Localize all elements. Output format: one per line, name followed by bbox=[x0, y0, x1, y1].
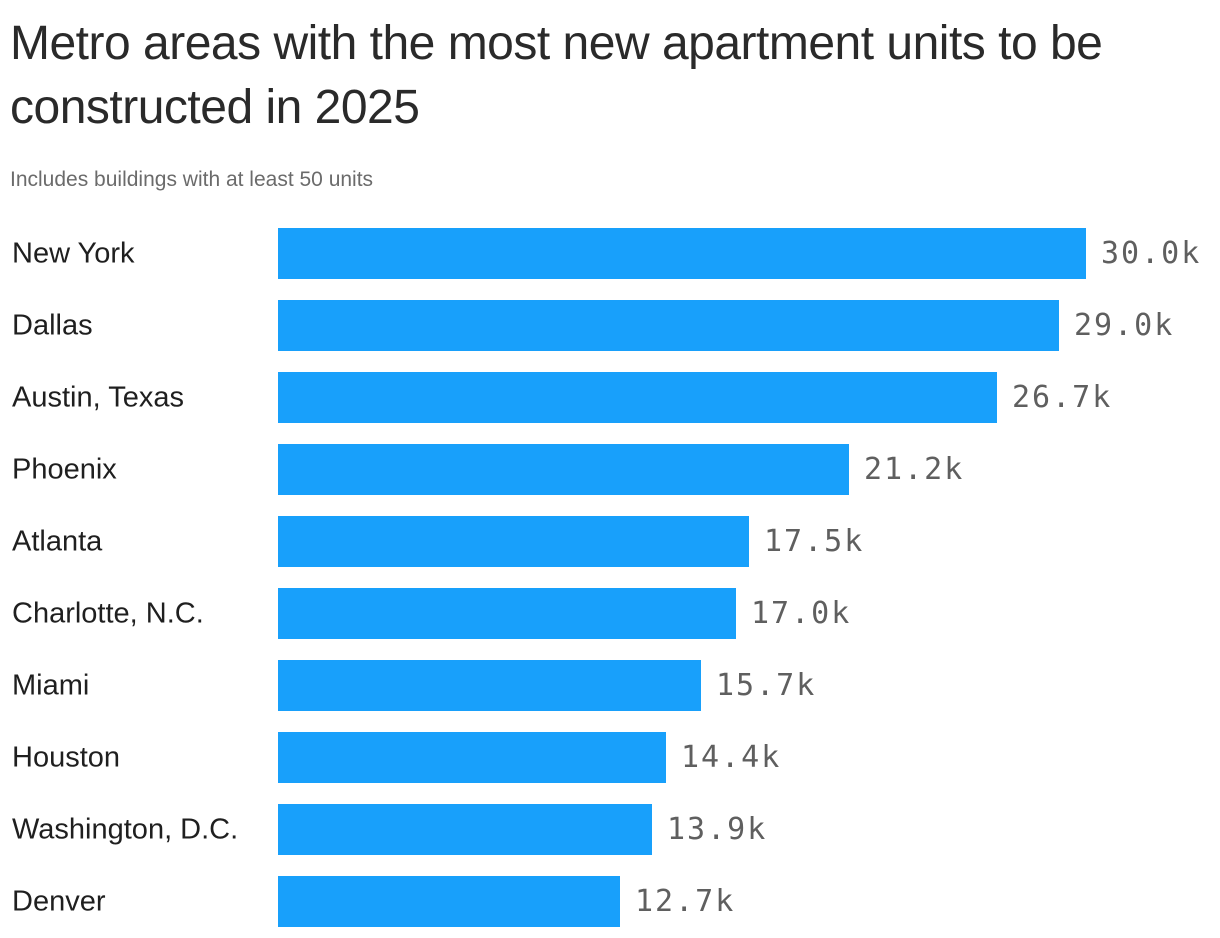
category-label: Houston bbox=[12, 742, 120, 774]
bar bbox=[278, 660, 701, 711]
bar bbox=[278, 300, 1059, 351]
value-label: 12.7k bbox=[635, 884, 735, 919]
bar bbox=[278, 804, 652, 855]
category-label: Austin, Texas bbox=[12, 382, 184, 414]
bar bbox=[278, 876, 620, 927]
category-label: Charlotte, N.C. bbox=[12, 598, 204, 630]
bar bbox=[278, 732, 666, 783]
value-label: 21.2k bbox=[864, 452, 964, 487]
category-label: New York bbox=[12, 238, 135, 270]
category-label: Denver bbox=[12, 886, 106, 918]
category-label: Washington, D.C. bbox=[12, 814, 238, 846]
value-label: 30.0k bbox=[1101, 236, 1201, 271]
bar bbox=[278, 372, 997, 423]
bar bbox=[278, 516, 749, 567]
value-label: 29.0k bbox=[1074, 308, 1174, 343]
category-label: Atlanta bbox=[12, 526, 103, 558]
category-label: Dallas bbox=[12, 310, 93, 342]
category-label: Phoenix bbox=[12, 454, 117, 486]
value-label: 13.9k bbox=[667, 812, 767, 847]
value-label: 17.0k bbox=[751, 596, 851, 631]
bar bbox=[278, 444, 849, 495]
value-label: 17.5k bbox=[764, 524, 864, 559]
bar bbox=[278, 588, 736, 639]
category-label: Miami bbox=[12, 670, 89, 702]
value-label: 26.7k bbox=[1012, 380, 1112, 415]
bar bbox=[278, 228, 1086, 279]
chart-subtitle: Includes buildings with at least 50 unit… bbox=[10, 168, 374, 191]
chart-title: Metro areas with the most new apartment … bbox=[10, 17, 1103, 134]
value-label: 15.7k bbox=[716, 668, 816, 703]
value-label: 14.4k bbox=[681, 740, 781, 775]
